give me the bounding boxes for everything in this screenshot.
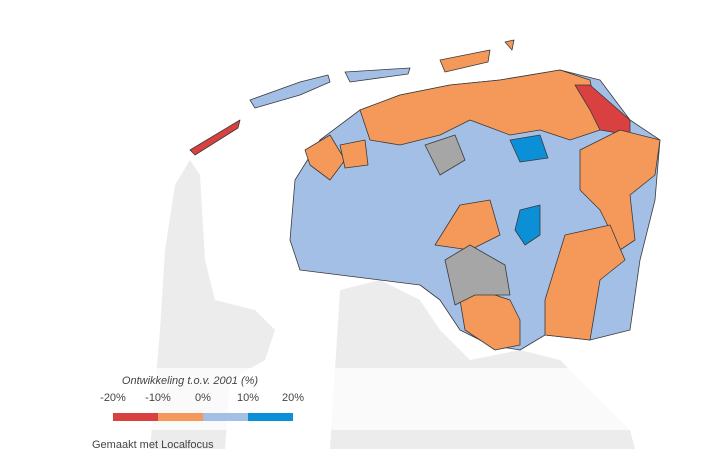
region xyxy=(339,139,369,169)
island xyxy=(504,39,515,51)
island xyxy=(439,49,491,73)
region xyxy=(304,134,346,181)
region xyxy=(359,69,601,146)
island xyxy=(344,67,411,83)
region xyxy=(579,129,661,251)
island xyxy=(189,119,241,156)
legend: -20% -10% 0% 10% 20% xyxy=(100,392,304,421)
legend-swatch xyxy=(158,413,203,421)
legend-tick-label: 20% xyxy=(282,392,304,404)
region xyxy=(514,204,541,246)
legend-tick-label: 0% xyxy=(195,392,211,404)
legend-swatch xyxy=(113,413,158,421)
region xyxy=(424,134,466,176)
legend-tick-label: -10% xyxy=(145,392,171,404)
legend-tick-label: -20% xyxy=(100,392,126,404)
region xyxy=(509,134,549,163)
legend-swatch xyxy=(248,413,293,421)
legend-tick-label: 10% xyxy=(237,392,259,404)
legend-title: Ontwikkeling t.o.v. 2001 (%) xyxy=(122,375,258,387)
region xyxy=(444,244,511,306)
legend-swatch xyxy=(203,413,248,421)
region xyxy=(544,224,626,341)
island xyxy=(249,74,331,109)
credit: Gemaakt met Localfocus xyxy=(92,439,214,449)
